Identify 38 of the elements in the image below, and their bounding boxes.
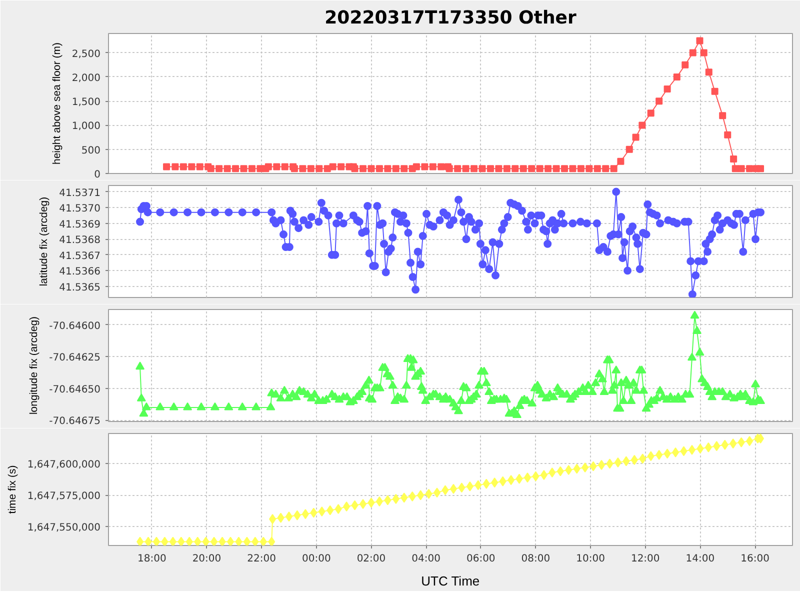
y-axis-title: time fix (s) — [6, 465, 18, 514]
y-tick-label: 41.5365 — [59, 282, 101, 294]
y-tick-label: 1,647,575,000 — [27, 491, 101, 502]
x-tick-label: 08:00 — [521, 554, 550, 564]
y-axis-title: longitude fix (arcdeg) — [28, 316, 40, 415]
y-tick-label: 1,000 — [72, 121, 101, 132]
y-tick-label: 1,647,600,000 — [27, 460, 101, 471]
x-tick-label: 04:00 — [412, 554, 440, 564]
x-tick-label: 12:00 — [630, 554, 660, 564]
y-axis-title: height above sea floor (m) — [50, 42, 63, 164]
x-tick-label: 20:00 — [192, 554, 222, 564]
x-axis-title: UTC Time — [421, 574, 480, 588]
y-tick-label: -70.64625 — [49, 352, 101, 364]
y-tick-label: 2,500 — [72, 48, 101, 60]
x-tick-label: 10:00 — [576, 554, 605, 564]
x-tick-label: 06:00 — [466, 554, 496, 564]
y-axis-title: latitude fix (arcdeg) — [38, 196, 50, 286]
x-tick-label: 00:00 — [302, 554, 331, 564]
y-tick-label: 41.5368 — [59, 235, 101, 246]
y-tick-label: 41.5369 — [59, 219, 101, 230]
x-tick-label: 02:00 — [356, 554, 386, 564]
y-tick-label: 41.5371 — [59, 188, 101, 199]
y-tick-label: -70.64650 — [49, 384, 101, 396]
y-tick-label: 41.5366 — [59, 266, 101, 278]
y-tick-label: 500 — [81, 145, 101, 156]
y-tick-label: 2,000 — [72, 72, 101, 84]
y-tick-label: -70.64675 — [49, 416, 101, 428]
x-tick-label: 16:00 — [740, 554, 770, 564]
y-tick-label: 41.5370 — [59, 204, 101, 215]
y-tick-label: 1,500 — [72, 97, 101, 108]
x-tick-label: 22:00 — [247, 554, 276, 564]
x-tick-label: 18:00 — [138, 554, 166, 564]
chart-title: 20220317T173350 Other — [324, 8, 576, 28]
y-tick-label: 41.5367 — [59, 250, 101, 262]
y-tick-label: 1,647,550,000 — [27, 522, 101, 534]
x-tick-label: 14:00 — [686, 554, 715, 564]
y-tick-label: 0 — [94, 170, 101, 180]
y-tick-label: -70.64600 — [49, 320, 101, 332]
